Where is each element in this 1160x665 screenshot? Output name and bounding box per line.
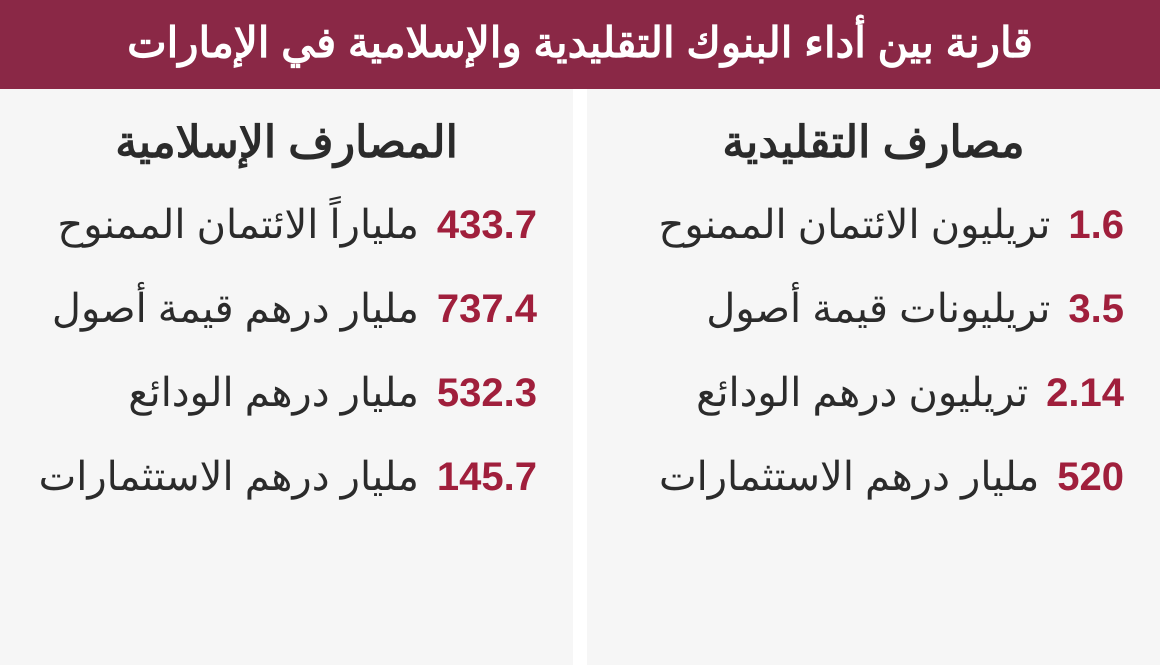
- row: 1.6 تريليون الائتمان الممنوح: [623, 202, 1124, 248]
- label: ملياراً الائتمان الممنوح: [57, 202, 419, 248]
- value: 3.5: [1068, 287, 1124, 332]
- label: تريليون درهم الودائع: [696, 370, 1028, 416]
- value: 737.4: [437, 287, 537, 332]
- value: 520: [1057, 455, 1124, 500]
- row: 145.7 مليار درهم الاستثمارات: [36, 454, 537, 500]
- value: 145.7: [437, 455, 537, 500]
- column-title-conventional: مصارف التقليدية: [623, 117, 1124, 168]
- label: تريليونات قيمة أصول: [706, 286, 1050, 332]
- label: مليار درهم الودائع: [128, 370, 419, 416]
- label: مليار درهم الاستثمارات: [39, 454, 419, 500]
- row: 2.14 تريليون درهم الودائع: [623, 370, 1124, 416]
- column-divider: [573, 89, 587, 665]
- row: 737.4 مليار درهم قيمة أصول: [36, 286, 537, 332]
- header-bar: قارنة بين أداء البنوك التقليدية والإسلام…: [0, 0, 1160, 89]
- comparison-card: قارنة بين أداء البنوك التقليدية والإسلام…: [0, 0, 1160, 665]
- row: 520 مليار درهم الاستثمارات: [623, 454, 1124, 500]
- value: 532.3: [437, 371, 537, 416]
- column-title-islamic: المصارف الإسلامية: [36, 117, 537, 168]
- label: مليار درهم قيمة أصول: [52, 286, 419, 332]
- row: 532.3 مليار درهم الودائع: [36, 370, 537, 416]
- column-islamic: المصارف الإسلامية 433.7 ملياراً الائتمان…: [0, 89, 573, 665]
- label: مليار درهم الاستثمارات: [659, 454, 1039, 500]
- body-area: مصارف التقليدية 1.6 تريليون الائتمان الم…: [0, 89, 1160, 665]
- label: تريليون الائتمان الممنوح: [659, 202, 1051, 248]
- row: 433.7 ملياراً الائتمان الممنوح: [36, 202, 537, 248]
- column-conventional: مصارف التقليدية 1.6 تريليون الائتمان الم…: [587, 89, 1160, 665]
- value: 1.6: [1068, 203, 1124, 248]
- value: 2.14: [1046, 371, 1124, 416]
- value: 433.7: [437, 203, 537, 248]
- row: 3.5 تريليونات قيمة أصول: [623, 286, 1124, 332]
